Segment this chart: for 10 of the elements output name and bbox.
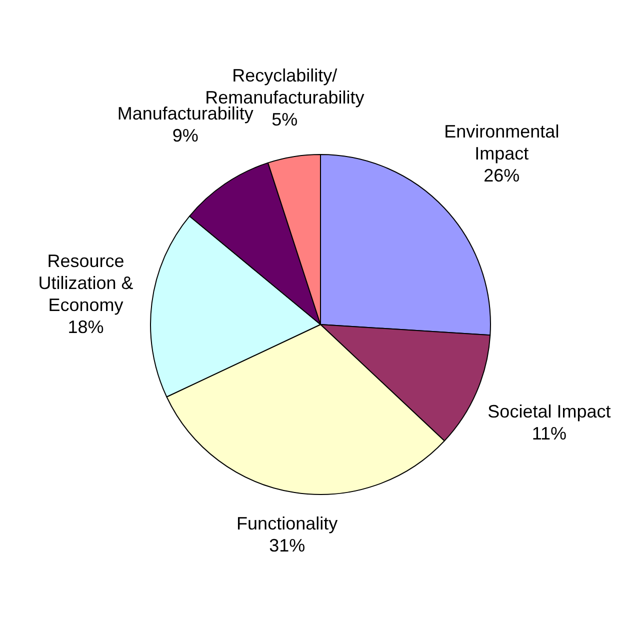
slice-label: Societal Impact bbox=[488, 401, 611, 422]
slice-label: Resource Utilization & Economy bbox=[38, 250, 134, 315]
data-label: 18% bbox=[68, 316, 104, 337]
data-label: 11% bbox=[532, 423, 567, 444]
slice-label: Functionality bbox=[236, 513, 338, 534]
data-label: 31% bbox=[269, 535, 306, 556]
data-label: 9% bbox=[172, 126, 198, 146]
data-label: 5% bbox=[272, 109, 298, 130]
data-label: 26% bbox=[484, 165, 520, 186]
slice-label: Environmental Impact bbox=[444, 121, 560, 164]
